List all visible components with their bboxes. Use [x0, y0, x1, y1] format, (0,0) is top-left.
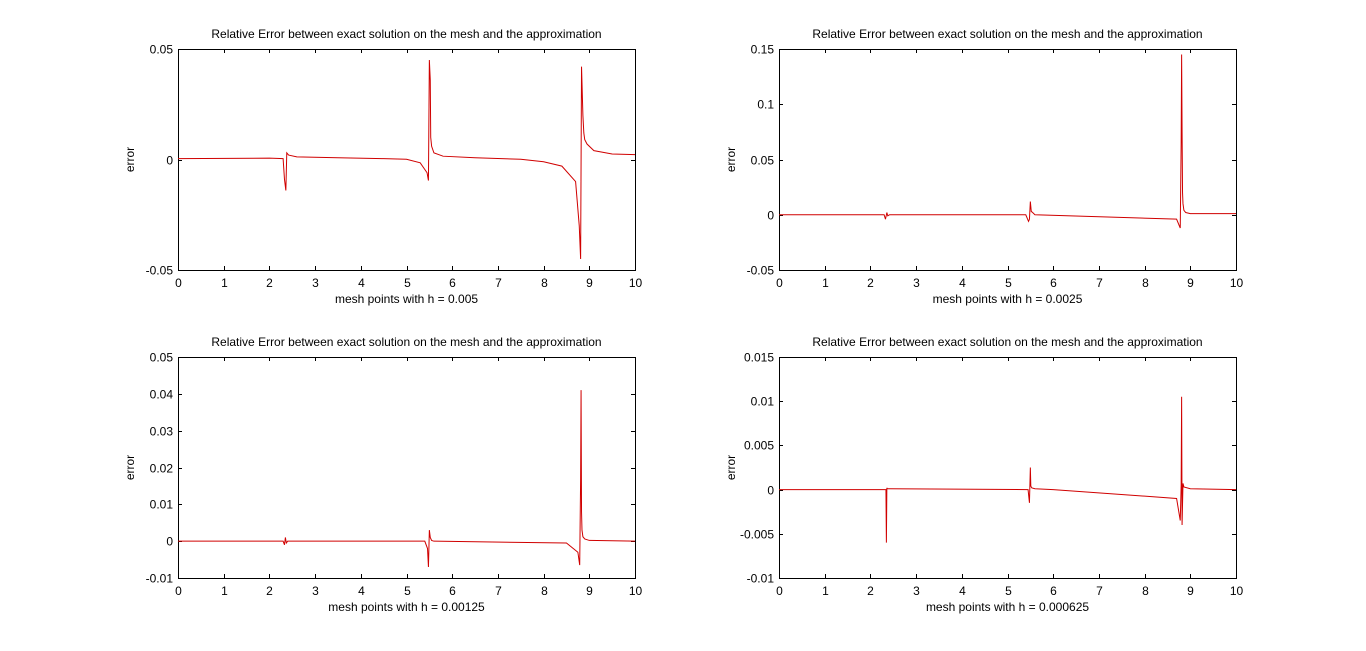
- x-tick-label: 4: [959, 276, 966, 290]
- y-tick-label: 0.1: [757, 98, 774, 112]
- error-series-line: [779, 396, 1236, 543]
- y-tick-label: -0.05: [747, 264, 775, 278]
- y-tick-label: 0.15: [751, 43, 775, 57]
- y-tick-label: 0.05: [751, 154, 775, 168]
- x-tick-label: 6: [449, 276, 456, 290]
- y-tick-label: 0.04: [150, 388, 174, 402]
- x-tick-label: 3: [312, 584, 319, 598]
- x-tick-label: 6: [1050, 276, 1057, 290]
- chart-title: Relative Error between exact solution on…: [812, 335, 1202, 349]
- axes-frame: [178, 49, 636, 271]
- x-tick-label: 6: [1050, 584, 1057, 598]
- y-axis-label: error: [724, 147, 738, 172]
- error-series-line: [178, 390, 635, 567]
- y-tick-label: 0.05: [150, 351, 174, 365]
- x-axis-label: mesh points with h = 0.0025: [933, 292, 1083, 306]
- x-tick-label: 10: [629, 276, 643, 290]
- y-tick-label: 0: [767, 209, 774, 223]
- x-tick-label: 10: [1230, 584, 1244, 598]
- x-axis-label: mesh points with h = 0.00125: [328, 600, 485, 614]
- x-tick-label: 1: [822, 276, 829, 290]
- subplot-2: Relative Error between exact solution on…: [724, 27, 1243, 306]
- x-tick-label: 10: [1230, 276, 1244, 290]
- x-tick-label: 9: [1187, 584, 1194, 598]
- y-tick-label: -0.01: [747, 572, 775, 586]
- x-tick-label: 9: [586, 584, 593, 598]
- x-tick-label: 5: [404, 276, 411, 290]
- x-tick-label: 3: [913, 276, 920, 290]
- y-axis-label: error: [123, 147, 137, 172]
- x-tick-label: 7: [495, 584, 502, 598]
- x-tick-label: 4: [358, 584, 365, 598]
- x-axis-label: mesh points with h = 0.000625: [926, 600, 1089, 614]
- x-tick-label: 3: [913, 584, 920, 598]
- axes-frame: [779, 49, 1237, 271]
- y-tick-label: 0.01: [150, 498, 174, 512]
- y-tick-label: 0: [166, 154, 173, 168]
- x-tick-label: 5: [1005, 584, 1012, 598]
- x-axis-label: mesh points with h = 0.005: [335, 292, 478, 306]
- x-tick-label: 2: [867, 276, 874, 290]
- x-tick-label: 8: [541, 276, 548, 290]
- y-tick-label: 0.01: [751, 395, 775, 409]
- x-tick-label: 2: [266, 276, 273, 290]
- x-tick-label: 5: [404, 584, 411, 598]
- chart-title: Relative Error between exact solution on…: [812, 27, 1202, 41]
- x-tick-label: 9: [1187, 276, 1194, 290]
- y-tick-label: -0.05: [146, 264, 174, 278]
- x-tick-label: 1: [221, 276, 228, 290]
- y-tick-label: 0.005: [744, 439, 774, 453]
- x-tick-label: 5: [1005, 276, 1012, 290]
- chart-title: Relative Error between exact solution on…: [211, 335, 601, 349]
- x-tick-label: 4: [959, 584, 966, 598]
- y-tick-label: 0: [166, 535, 173, 549]
- subplot-4: Relative Error between exact solution on…: [724, 335, 1243, 614]
- error-series-line: [779, 54, 1236, 229]
- x-tick-label: 6: [449, 584, 456, 598]
- y-tick-label: 0.03: [150, 425, 174, 439]
- y-tick-label: 0: [767, 484, 774, 498]
- x-tick-label: 10: [629, 584, 643, 598]
- y-tick-label: -0.005: [740, 528, 774, 542]
- y-tick-label: -0.01: [146, 572, 174, 586]
- x-tick-label: 1: [822, 584, 829, 598]
- error-series-line: [178, 60, 635, 259]
- chart-title: Relative Error between exact solution on…: [211, 27, 601, 41]
- y-axis-label: error: [724, 455, 738, 480]
- x-tick-label: 4: [358, 276, 365, 290]
- x-tick-label: 8: [1142, 584, 1149, 598]
- x-tick-label: 0: [175, 276, 182, 290]
- y-tick-label: 0.02: [150, 462, 174, 476]
- axes-frame: [779, 357, 1237, 579]
- x-tick-label: 0: [175, 584, 182, 598]
- x-tick-label: 8: [1142, 276, 1149, 290]
- x-tick-label: 0: [776, 276, 783, 290]
- x-tick-label: 7: [495, 276, 502, 290]
- subplot-1: Relative Error between exact solution on…: [123, 27, 642, 306]
- x-tick-label: 0: [776, 584, 783, 598]
- x-tick-label: 3: [312, 276, 319, 290]
- x-tick-label: 2: [266, 584, 273, 598]
- subplot-3: Relative Error between exact solution on…: [123, 335, 642, 614]
- x-tick-label: 2: [867, 584, 874, 598]
- x-tick-label: 7: [1096, 584, 1103, 598]
- axes-frame: [178, 357, 636, 579]
- x-tick-label: 8: [541, 584, 548, 598]
- x-tick-label: 9: [586, 276, 593, 290]
- y-tick-label: 0.05: [150, 43, 174, 57]
- x-tick-label: 7: [1096, 276, 1103, 290]
- x-tick-label: 1: [221, 584, 228, 598]
- y-axis-label: error: [123, 455, 137, 480]
- y-tick-label: 0.015: [744, 351, 774, 365]
